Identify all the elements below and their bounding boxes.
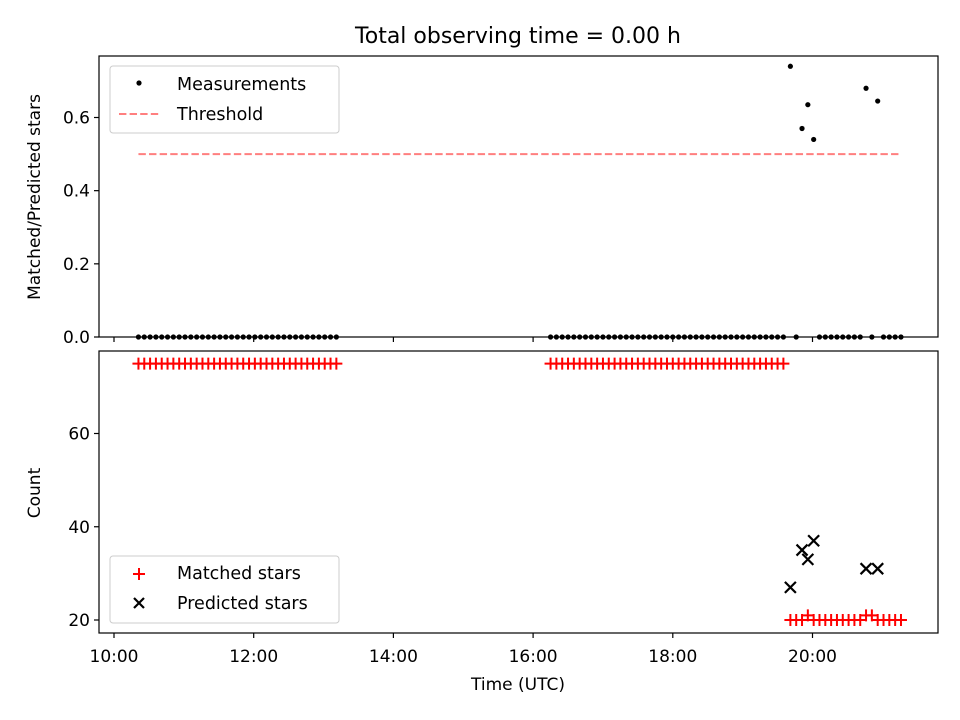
- legend-threshold-label: Threshold: [176, 105, 263, 125]
- legend-predicted-label: Predicted stars: [177, 594, 308, 614]
- top-x-ticks: [113, 337, 814, 342]
- y-tick-label: 20: [68, 611, 90, 631]
- x-tick-label: 16:00: [509, 647, 558, 667]
- predicted-star-point: [807, 534, 820, 548]
- x-tick-label: 10:00: [90, 647, 139, 667]
- predicted-star-point: [801, 553, 815, 566]
- top-y-axis-label: Matched/Predicted stars: [25, 94, 45, 300]
- top-plot-frame: [98, 55, 939, 338]
- matched-star-point: [777, 357, 790, 370]
- top-legend: Measurements Threshold: [109, 65, 340, 134]
- y-tick-label: 0.6: [63, 109, 90, 129]
- measurement-point: [799, 125, 805, 132]
- matched-star-point: [894, 614, 907, 626]
- x-tick-label: 14:00: [369, 647, 418, 667]
- measurement-point: [875, 98, 881, 104]
- y-tick-label: 0.2: [63, 255, 90, 275]
- x-tick-label: 18:00: [648, 647, 697, 667]
- legend-matched-marker: [133, 568, 145, 580]
- legend-matched-label: Matched stars: [177, 564, 301, 584]
- bottom-y-ticks: 20 40 60: [68, 425, 99, 631]
- matched-star-point: [330, 357, 343, 370]
- x-tick-label: 12:00: [229, 647, 278, 667]
- x-tick-label: 20:00: [788, 647, 837, 667]
- y-tick-label: 40: [68, 518, 90, 538]
- top-y-ticks: 0.0 0.2 0.4 0.6: [63, 109, 99, 348]
- measurement-point: [805, 102, 811, 108]
- bottom-y-axis-label: Count: [25, 467, 45, 518]
- measurement-point: [787, 63, 793, 69]
- bottom-plot-frame: [98, 350, 939, 634]
- predicted-star-point: [795, 543, 809, 557]
- y-tick-label: 0.0: [63, 328, 90, 348]
- legend-measurements-label: Measurements: [177, 75, 306, 95]
- bottom-panel: 20 40 60 10:00 12:00 14:00 16:00 18:00 20:00 Co…: [25, 350, 939, 695]
- measurement-point: [811, 136, 817, 143]
- chart-title: Total observing time = 0.00 h: [354, 24, 681, 49]
- predicted-star-point: [784, 581, 797, 594]
- bottom-x-ticks: 10:00 12:00 14:00 16:00 18:00 20:00: [90, 633, 837, 667]
- predicted-star-point: [859, 562, 873, 575]
- legend-predicted-marker: [133, 597, 145, 609]
- top-panel: 0.0 0.2 0.4 0.6 Matched/Predicted stars Mea…: [25, 55, 939, 348]
- measurement-point: [863, 85, 869, 91]
- y-tick-label: 60: [68, 425, 90, 445]
- x-axis-label: Time (UTC): [470, 675, 565, 695]
- legend-measurements-marker: [136, 80, 142, 86]
- bottom-legend: Matched stars Predicted stars: [109, 555, 340, 624]
- y-tick-label: 0.4: [63, 182, 90, 202]
- predicted-star-point: [871, 562, 884, 575]
- bottom-marks: [132, 357, 907, 626]
